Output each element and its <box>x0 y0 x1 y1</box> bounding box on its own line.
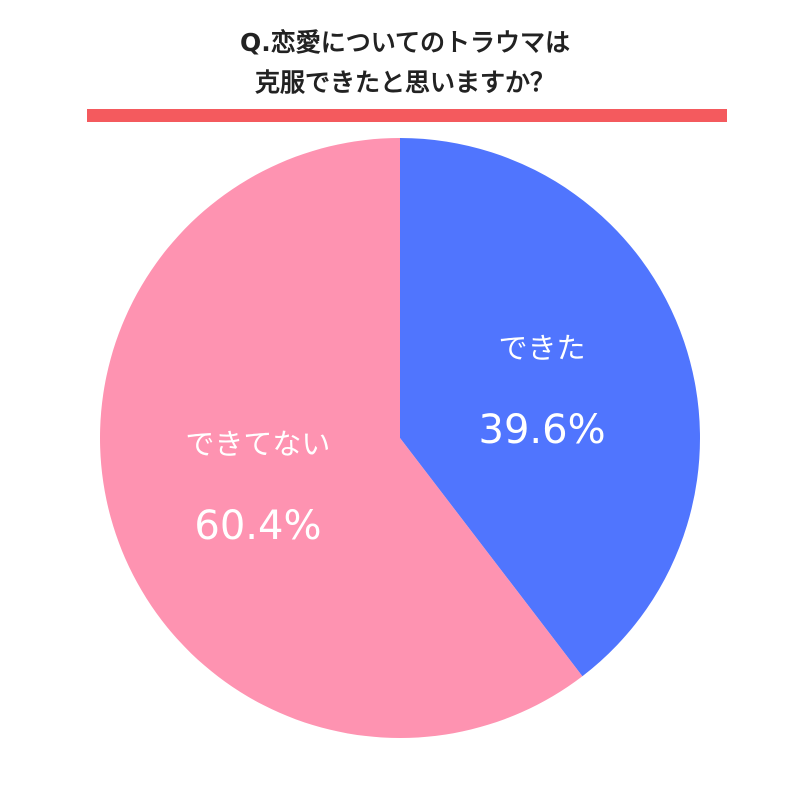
slice-category-label: できた <box>499 331 586 365</box>
slice-value-label: 60.4% <box>194 503 321 549</box>
slice-category-label: できてない <box>185 427 330 461</box>
slice-value-label: 39.6% <box>479 407 606 453</box>
chart-title: Q.恋愛についてのトラウマは <box>240 28 570 57</box>
title-underline <box>87 109 727 122</box>
pie-slice <box>400 138 701 677</box>
pie-slice <box>100 138 583 738</box>
chart-title: 克服できたと思いますか？ <box>255 68 555 97</box>
